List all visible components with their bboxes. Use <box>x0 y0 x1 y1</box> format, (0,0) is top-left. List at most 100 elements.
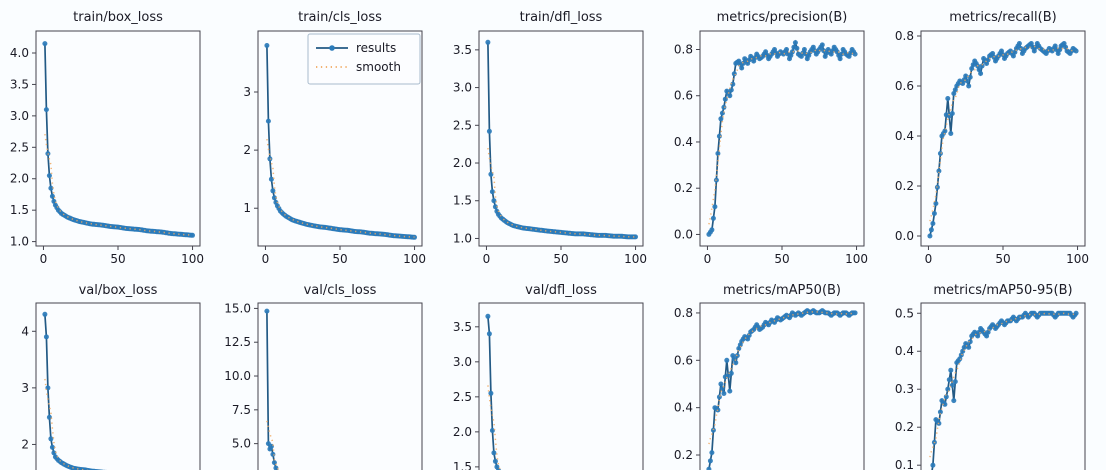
y-tick-label: 0.2 <box>674 448 693 462</box>
axes-box <box>478 302 644 470</box>
results-marker <box>969 66 975 71</box>
chart-title: metrics/mAP50-95(B) <box>933 283 1072 298</box>
results-marker <box>731 71 737 77</box>
results-marker <box>964 78 970 84</box>
x-tick-label: 100 <box>181 252 204 266</box>
subplot-train-dfl-loss: 1.0 1.5 2.0 2.5 3.0 3.5 0 50 100 train/dfl_loss <box>453 10 647 266</box>
y-tick-label: 10.0 <box>224 369 251 383</box>
results-marker <box>948 131 954 136</box>
legend-label-results: results <box>356 41 396 55</box>
results-marker <box>712 204 718 210</box>
chart-title: train/box_loss <box>73 10 163 25</box>
y-tick-label: 0.2 <box>674 181 693 195</box>
chart-title: val/box_loss <box>79 283 158 298</box>
y-tick-label: 0.4 <box>674 401 693 415</box>
results-marker <box>937 409 943 415</box>
results-marker <box>718 381 724 387</box>
y-tick-label: 1.0 <box>453 231 472 245</box>
results-marker <box>967 74 973 80</box>
y-tick-label: 0.6 <box>674 89 693 103</box>
results-marker <box>710 427 716 433</box>
x-tick-label: 100 <box>845 252 868 266</box>
results-marker <box>264 43 270 48</box>
results-marker <box>190 232 195 238</box>
y-tick-label: 3.0 <box>10 109 29 123</box>
results-marker <box>716 133 722 139</box>
results-marker <box>51 450 57 456</box>
results-marker <box>942 401 948 407</box>
y-tick-label: 1.0 <box>10 235 29 249</box>
y-tick-label: 0.2 <box>895 179 914 193</box>
axes-box <box>257 302 423 470</box>
results-marker <box>1073 310 1079 316</box>
y-tick-label: 3.5 <box>453 43 472 57</box>
x-tick-label: 100 <box>1066 252 1089 266</box>
legend: results smooth <box>307 33 421 85</box>
x-tick-label: 0 <box>262 252 270 266</box>
smooth-line <box>487 147 636 238</box>
y-tick-label: 12.5 <box>224 335 251 349</box>
results-marker <box>937 151 943 156</box>
results-marker <box>716 394 722 400</box>
results-marker <box>721 391 727 396</box>
results-marker <box>927 233 933 239</box>
y-tick-label: 5.0 <box>232 437 251 451</box>
y-tick-label: 2.5 <box>453 118 472 132</box>
results-marker <box>1016 41 1022 46</box>
results-marker <box>789 49 795 55</box>
y-tick-label: 0.8 <box>674 306 693 320</box>
results-marker <box>794 45 800 51</box>
results-marker <box>721 104 727 110</box>
y-tick-label: 0.8 <box>674 42 693 56</box>
y-tick-label: 0.5 <box>895 306 914 320</box>
results-marker <box>931 211 937 216</box>
y-tick-label: 2.0 <box>453 156 472 170</box>
results-marker <box>730 81 736 87</box>
results-marker <box>727 388 733 394</box>
results-marker <box>488 390 494 396</box>
results-marker <box>49 444 55 450</box>
y-tick-label: 0.4 <box>674 135 693 149</box>
subplot-val-cls-loss: 2.55.07.510.012.515.0050100val/cls_loss <box>224 283 423 470</box>
x-tick-label: 50 <box>332 252 347 266</box>
results-marker <box>963 73 969 79</box>
y-tick-label: 3 <box>243 85 251 99</box>
results-marker <box>819 42 825 48</box>
results-marker <box>957 356 963 362</box>
smooth-line <box>708 311 856 445</box>
y-tick-label: 3.5 <box>10 77 29 91</box>
chart-title: train/dfl_loss <box>520 10 603 25</box>
results-marker <box>718 116 724 122</box>
results-marker <box>852 51 858 57</box>
results-marker <box>739 65 745 71</box>
results-marker <box>265 118 271 124</box>
results-marker <box>633 234 638 240</box>
subplot-val-box-loss: 234050100val/box_loss <box>21 283 201 470</box>
results-marker <box>485 39 491 45</box>
results-marker <box>990 51 996 56</box>
legend-box <box>307 33 421 85</box>
smooth-line <box>929 45 1077 222</box>
axes-box <box>920 302 1086 470</box>
y-tick-label: 0.8 <box>895 29 914 43</box>
results-marker <box>42 41 48 47</box>
y-tick-label: 2 <box>21 437 29 451</box>
y-tick-label: 0.6 <box>674 353 693 367</box>
subplot-metrics-map50-95-b-: 0.10.20.30.40.5050100metrics/mAP50-95(B) <box>895 283 1086 470</box>
results-marker <box>792 40 798 46</box>
results-marker <box>486 128 492 134</box>
results-marker <box>945 96 951 101</box>
y-tick-label: 2.5 <box>453 390 472 404</box>
x-tick-label: 50 <box>995 252 1010 266</box>
smooth-line <box>266 138 415 238</box>
y-tick-label: 1.5 <box>453 460 472 470</box>
results-marker <box>933 201 939 206</box>
results-marker <box>271 195 277 201</box>
subplot-val-dfl-loss: 1.52.02.53.03.5050100val/dfl_loss <box>453 283 644 470</box>
results-marker <box>412 234 417 240</box>
smooth-line <box>708 48 856 225</box>
results-marker <box>952 379 958 385</box>
results-marker <box>801 47 807 52</box>
